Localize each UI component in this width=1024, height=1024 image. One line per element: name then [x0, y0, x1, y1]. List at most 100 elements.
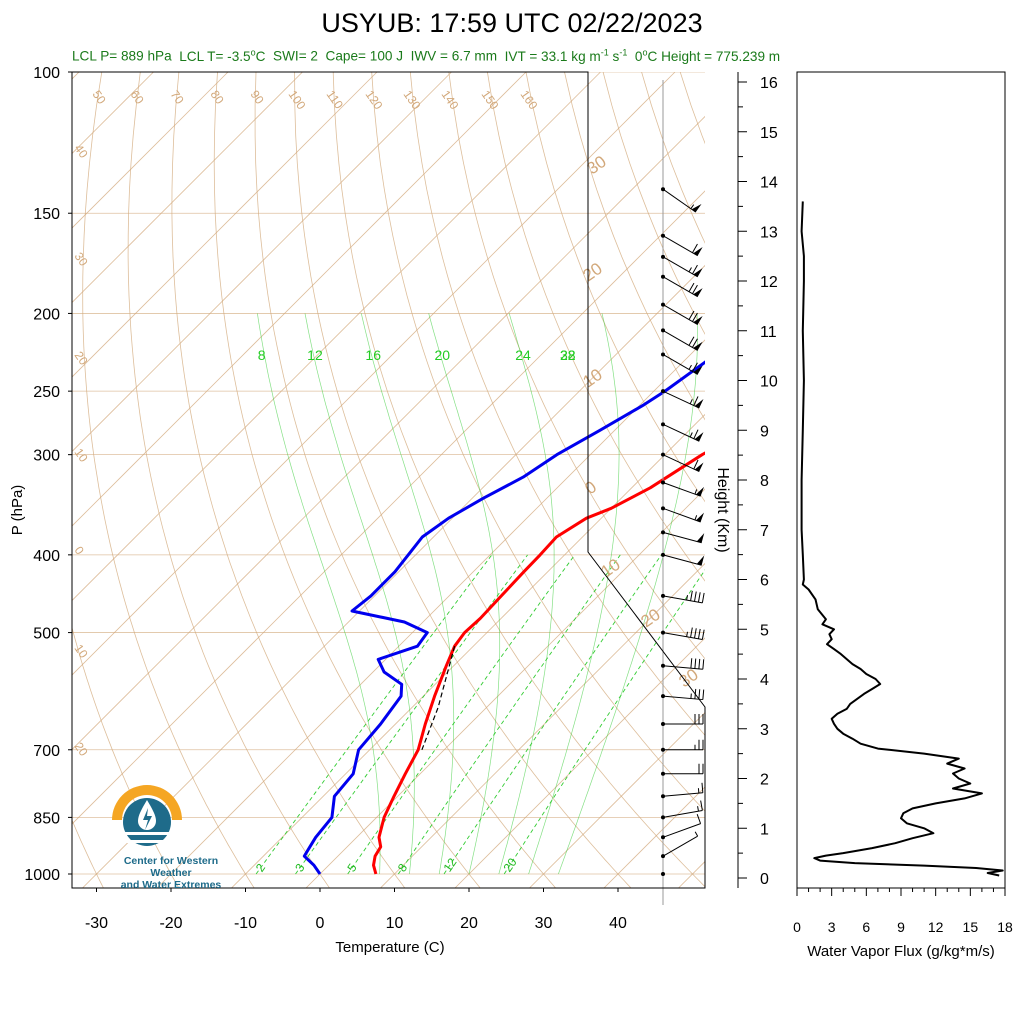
height-tick-label: 7: [760, 523, 769, 540]
height-tick-label: 13: [760, 224, 778, 241]
flux-frame: [796, 71, 1006, 889]
wind-barb-full: [694, 628, 697, 639]
wind-barb-shaft: [662, 454, 700, 473]
height-tick-label: 2: [760, 772, 769, 789]
wind-barb-full: [702, 689, 705, 700]
wind-barb-shaft: [662, 531, 702, 544]
wind-barb-flag: [695, 512, 705, 523]
flux-x-tick-label: 15: [963, 919, 979, 935]
dry-adiabat-line: [294, 72, 632, 888]
y-axis-label: P (hPa): [9, 485, 26, 536]
dry-adiabat-line: [487, 72, 705, 582]
wind-barb-full: [701, 782, 704, 793]
flux-x-tick-label: 12: [928, 919, 944, 935]
wind-barb-shaft: [662, 632, 703, 641]
dry-adiabat-label: 70: [168, 88, 187, 107]
flux-x-tick-label: 3: [828, 919, 836, 935]
x-tick-label: -10: [234, 915, 257, 932]
wind-barb-flag: [693, 315, 703, 325]
height-tick-label: 16: [760, 75, 778, 92]
dewpoint-profile-line: [302, 360, 705, 875]
y-tick-label: 200: [33, 306, 60, 323]
chart-subtitle-indices: LCL P= 889 hPa LCL T= -3.5oC SWI= 2 Cape…: [72, 47, 780, 64]
flux-curve-line: [800, 201, 1004, 877]
height-tick-label: 8: [760, 473, 769, 490]
logo-caption-line1: Center for Western Weather: [123, 855, 219, 879]
isotherm-line: [81, 264, 705, 888]
dry-adiabat-line: [171, 72, 406, 888]
logo-sun-arc-icon: [112, 785, 182, 820]
moist-adiabat-line: [498, 313, 555, 875]
wind-barb-full: [698, 658, 701, 669]
wind-barb-shaft: [662, 276, 698, 298]
dry-adiabat-label: 0: [72, 544, 87, 558]
height-tick-label: 9: [760, 423, 769, 440]
wind-barb-shaft: [662, 665, 703, 670]
wind-barb-shaft: [662, 390, 700, 409]
isotherm-line: [72, 72, 527, 527]
wind-barb-half: [688, 364, 692, 370]
dry-adiabat-line: [371, 72, 705, 812]
height-tick-label: 15: [760, 125, 778, 142]
chart-title: USYUB: 17:59 UTC 02/22/2023: [321, 8, 703, 38]
wind-barb-flag: [696, 555, 705, 566]
wind-barb-half: [694, 515, 698, 521]
dry-adiabat-label: 20: [72, 740, 91, 759]
moist-adiabat-line: [360, 313, 455, 875]
mixing-ratio-label: 2: [253, 861, 268, 875]
wind-barb-full: [701, 629, 705, 640]
dry-adiabat-label: 10: [72, 642, 91, 661]
y-tick-label: 150: [33, 206, 60, 223]
lcl-pressure: LCL P= 889 hPa: [72, 48, 172, 64]
wind-barb-flag: [696, 533, 705, 543]
wind-barb-flag: [694, 432, 704, 442]
flux-x-axis-label: Water Vapor Flux (g/kg*m/s): [807, 943, 995, 960]
wind-barb-full: [692, 362, 698, 372]
wind-barb-full: [692, 338, 698, 348]
wind-barb-flag: [693, 365, 703, 375]
dry-adiabat-line: [213, 72, 481, 888]
dry-adiabat-label: 140: [439, 88, 462, 113]
x-tick-label: 30: [535, 915, 553, 932]
wind-barb-full: [692, 243, 698, 253]
wind-barb-half: [689, 432, 693, 438]
wind-barb-full: [688, 282, 695, 292]
dry-adiabat-label: 110: [324, 88, 347, 112]
wind-barb-full: [690, 627, 693, 638]
wind-barb-half: [689, 399, 693, 405]
dry-adiabat-label: 80: [208, 88, 227, 107]
flux-x-tick-label: 0: [793, 919, 801, 935]
dry-adiabat-line: [564, 72, 705, 421]
wind-barb-flag: [693, 247, 703, 256]
dry-adiabat-label: 40: [72, 142, 91, 161]
lcl-temperature: LCL T= -3.5oC: [179, 47, 266, 64]
y-tick-label: 850: [33, 810, 60, 827]
wind-barb-flag: [694, 462, 704, 472]
moist-adiabat-label: 24: [515, 347, 531, 363]
moist-adiabat-label: 8: [258, 347, 266, 363]
wind-barb-shaft: [662, 256, 698, 278]
wind-barb-shaft: [662, 482, 701, 497]
isotherm-line: [72, 115, 705, 751]
ivt-value: IVT = 33.1 kg m-1 s-1: [504, 47, 628, 64]
dry-adiabat-label: 60: [128, 88, 147, 107]
wind-barb-full: [696, 814, 702, 824]
dry-adiabat-line: [82, 72, 255, 888]
wind-barb-full: [692, 312, 698, 322]
wind-barb-shaft: [662, 554, 702, 566]
x-axis-label: Temperature (C): [335, 939, 444, 956]
dry-adiabat-label: 150: [479, 88, 502, 113]
dry-adiabat-line: [127, 72, 330, 888]
wind-barb-flag: [693, 341, 703, 351]
wind-barb-shaft: [662, 354, 698, 375]
isotherm-line: [72, 72, 80, 80]
x-tick-label: -20: [159, 915, 182, 932]
height-tick-label: 3: [760, 722, 769, 739]
dry-adiabat-label: 100: [286, 88, 309, 113]
wind-barb-full: [697, 628, 701, 639]
dry-adiabat-label: 160: [518, 88, 541, 113]
wind-barb-shaft: [662, 595, 703, 604]
isotherm-label: 30: [583, 152, 609, 178]
wind-barb-flag: [695, 486, 705, 497]
